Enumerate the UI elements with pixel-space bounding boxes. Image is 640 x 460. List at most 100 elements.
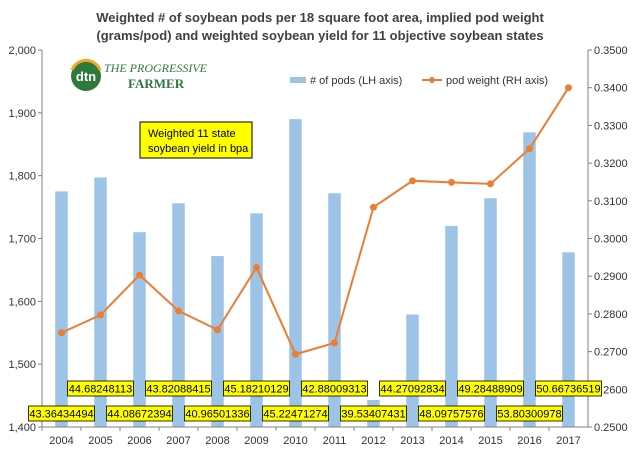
yield-label-2013: 44.27092834 <box>380 384 444 396</box>
yield-label-2008: 40.96501336 <box>185 409 249 421</box>
pod-weight-point-2010 <box>292 350 299 358</box>
left-tick-label: 1,500 <box>8 359 36 371</box>
left-tick-label: 2,000 <box>8 45 36 57</box>
legend-line-label: pod weight (RH axis) <box>446 75 548 87</box>
pod-weight-line-layer <box>58 84 572 358</box>
yield-label-2017: 50.66736519 <box>536 384 600 396</box>
yield-labels-layer: 43.36434494 44.68248113 44.08672394 43.8208… <box>28 380 602 422</box>
pods-bar-2004 <box>55 191 68 427</box>
progressive-farmer-logo: dtn THE PROGRESSIVE FARMER <box>70 58 208 91</box>
chart-title-line-2: (grams/pod) and weighted soybean yield f… <box>96 28 543 43</box>
pods-bar-2007 <box>172 203 185 427</box>
pods-bar-2011 <box>328 193 341 427</box>
logo-arc <box>70 58 102 71</box>
pods-bar-2016 <box>523 132 536 428</box>
right-tick-label: 0.3000 <box>594 234 628 246</box>
yield-label-2004: 43.36434494 <box>29 409 93 421</box>
yield-label-2010: 45.22471274 <box>263 409 327 421</box>
logo-line-1: THE PROGRESSIVE <box>104 61 208 75</box>
x-tick-label: 2015 <box>478 435 502 447</box>
pods-bar-2005 <box>94 177 107 427</box>
pod-weight-point-2004 <box>58 329 65 337</box>
pods-bar-2014 <box>445 225 458 427</box>
right-tick-label: 0.2700 <box>594 347 628 359</box>
yield-label-box-2006 <box>106 405 173 422</box>
right-tick-label: 0.3100 <box>594 196 628 208</box>
x-tick-label: 2016 <box>517 435 541 447</box>
pod-weight-point-2013 <box>409 177 416 185</box>
pod-weight-point-2015 <box>487 180 494 188</box>
right-tick-label: 0.2500 <box>594 422 628 434</box>
left-tick-label: 1,900 <box>8 108 36 120</box>
pods-bar-2006 <box>133 232 146 427</box>
chart-title-line-1: Weighted # of soybean pods per 18 square… <box>96 10 544 25</box>
yield-label-box-2016 <box>496 405 563 422</box>
x-tick-label: 2012 <box>361 435 385 447</box>
pods-bar-2013 <box>406 314 419 427</box>
logo-dtn-text: dtn <box>76 69 96 84</box>
yield-label-2011: 42.88009313 <box>302 384 366 396</box>
axes-layer: 1,400 1,500 1,600 1,700 1,800 1,900 2,000 0.250… <box>8 45 627 447</box>
right-tick-label: 0.2600 <box>594 384 628 396</box>
pod-weight-point-2005 <box>97 311 104 319</box>
yield-label-2006: 44.08672394 <box>107 409 171 421</box>
pod-weight-point-2006 <box>136 271 143 279</box>
x-tick-label: 2017 <box>556 435 580 447</box>
yield-label-box-2008 <box>184 405 251 422</box>
x-tick-label: 2014 <box>439 435 463 447</box>
yield-annotation-line-1: Weighted 11 state <box>148 128 236 140</box>
x-tick-label: 2005 <box>88 435 112 447</box>
yield-label-box-2007 <box>145 380 212 397</box>
right-tick-label: 0.2900 <box>594 271 628 283</box>
legend-bar-swatch <box>290 77 306 83</box>
legend: # of pods (LH axis) pod weight (RH axis) <box>290 75 548 87</box>
x-tick-label: 2007 <box>166 435 190 447</box>
x-tick-label: 2013 <box>400 435 424 447</box>
x-tick-label: 2008 <box>205 435 229 447</box>
right-tick-label: 0.3200 <box>594 158 628 170</box>
pod-weight-point-2009 <box>253 264 260 272</box>
yield-label-2005: 44.68248113 <box>69 384 132 396</box>
left-tick-label: 1,800 <box>8 171 36 183</box>
pod-weight-point-2007 <box>175 307 182 315</box>
left-tick-label: 1,400 <box>8 422 36 434</box>
yield-label-box-2004 <box>28 405 95 422</box>
pod-weight-point-2014 <box>448 178 455 186</box>
pod-weight-line <box>61 87 570 356</box>
yield-label-box-2017 <box>535 380 602 397</box>
logo-circle <box>71 61 101 91</box>
legend-bar-label: # of pods (LH axis) <box>310 75 402 87</box>
x-tick-label: 2011 <box>323 435 347 447</box>
yield-label-2009: 45.18210129 <box>224 384 288 396</box>
yield-label-box-2014 <box>418 405 485 422</box>
pod-weight-point-2017 <box>565 84 572 92</box>
yield-label-2012: 39.53407431 <box>341 409 405 421</box>
pod-weight-point-2011 <box>331 339 338 347</box>
yield-label-box-2005 <box>67 380 134 397</box>
x-tick-label: 2006 <box>127 435 151 447</box>
pods-bar-2008 <box>211 256 224 427</box>
yield-label-2007: 43.82088415 <box>146 384 210 396</box>
legend-line-marker <box>429 77 435 83</box>
yield-annotation-line-2: soybean yield in bpa <box>148 143 249 155</box>
x-tick-label: 2010 <box>283 435 307 447</box>
pods-bar-2010 <box>289 119 302 427</box>
right-tick-label: 0.3300 <box>594 120 628 132</box>
left-tick-label: 1,600 <box>8 296 36 308</box>
yield-annotation-box <box>139 121 253 159</box>
right-tick-label: 0.3500 <box>594 45 628 57</box>
pod-weight-point-2012 <box>370 203 377 211</box>
pod-weight-point-2008 <box>214 326 221 334</box>
x-tick-label: 2009 <box>244 435 268 447</box>
yield-label-box-2012 <box>340 405 407 422</box>
yield-label-2014: 48.09757576 <box>419 409 483 421</box>
yield-label-box-2010 <box>262 405 329 422</box>
right-tick-label: 0.2800 <box>594 309 628 321</box>
yield-label-box-2013 <box>379 380 446 397</box>
left-tick-label: 1,700 <box>8 234 36 246</box>
yield-label-2015: 49.28488909 <box>458 384 522 396</box>
pods-bar-2017 <box>562 252 575 427</box>
yield-label-box-2011 <box>301 380 368 397</box>
pod-weight-point-2016 <box>526 145 533 153</box>
